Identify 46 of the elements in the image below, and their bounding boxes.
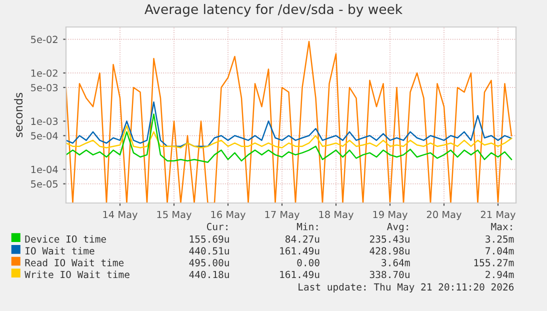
text: 3.25m	[486, 235, 514, 243]
legend-label: Device IO time	[25, 235, 106, 243]
text: Min:	[296, 222, 318, 230]
text: Avg:	[387, 223, 408, 232]
y-tick-label: 5e-04	[31, 132, 58, 140]
y-tick-label: 5e-05	[31, 180, 58, 188]
x-tick-label: 20 May	[426, 210, 462, 220]
text: Last update: Thu May 21 20:11:20 2026	[298, 283, 514, 292]
legend-label: Read IO Wait time	[25, 258, 124, 266]
text: 235.43u	[370, 235, 410, 243]
text: 495.00u	[189, 259, 229, 266]
line-series	[66, 125, 512, 148]
text: 2.94m	[486, 270, 514, 278]
x-tick-label: 19 May	[373, 210, 408, 220]
text: Max:	[491, 223, 512, 230]
y-axis-title: seconds	[14, 92, 23, 138]
text: 155.27m	[474, 259, 514, 266]
x-tick-label: 15 May	[157, 210, 192, 220]
x-tick-label: 18 May	[319, 210, 354, 220]
y-tick-label: 5e-02	[31, 36, 58, 44]
text: 155.69u	[190, 235, 229, 243]
x-tick-label: 16 May	[211, 210, 246, 220]
y-tick-label: 1e-03	[31, 118, 58, 125]
text: 7.04m	[486, 247, 514, 255]
line-series	[66, 113, 512, 163]
text: 3.64m	[382, 259, 410, 266]
text: 161.49u	[280, 270, 320, 278]
x-tick-label: 17 May	[265, 210, 300, 220]
text: 428.98u	[370, 247, 410, 255]
line-series	[66, 101, 512, 147]
text: 0.00	[297, 259, 320, 266]
x-tick-label: 14 May	[103, 210, 138, 220]
text: 84.27u	[286, 235, 320, 243]
text: Cur:	[206, 222, 228, 230]
y-tick-label: 5e-03	[31, 84, 58, 92]
y-tick-label: 1e-02	[31, 69, 58, 77]
line-series	[66, 40, 512, 203]
legend-label: IO Wait time	[26, 247, 94, 255]
text: 161.49u	[280, 247, 320, 255]
text: 338.70u	[370, 270, 410, 278]
x-tick-label: 21 May	[480, 210, 516, 220]
chart-title: Average latency for /dev/sda - by week	[144, 4, 403, 17]
text: 440.51u	[189, 247, 229, 255]
legend-label: Write IO Wait time	[24, 270, 130, 278]
y-tick-label: 1e-04	[31, 166, 58, 174]
text: 440.18u	[189, 270, 229, 278]
